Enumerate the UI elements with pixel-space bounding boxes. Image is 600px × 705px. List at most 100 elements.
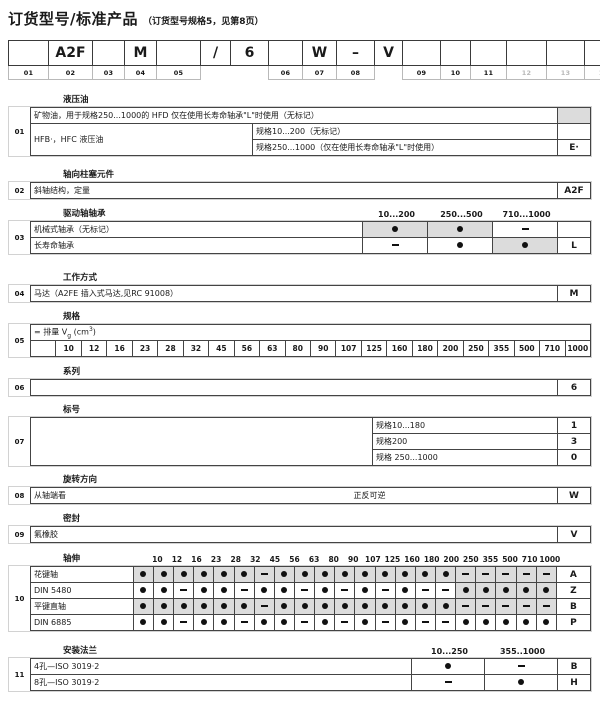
dash-icon	[421, 621, 429, 623]
code-cell-02[interactable]: A2F	[48, 40, 93, 66]
code-cell-06[interactable]: 6	[230, 40, 269, 66]
dot-icon	[402, 587, 409, 593]
bearing-mark-1-1	[427, 237, 493, 254]
series-code[interactable]: 6	[557, 379, 591, 396]
code-cell-03[interactable]	[92, 40, 125, 66]
displacement-size-1000[interactable]: 1000	[564, 340, 592, 357]
section-10-number: 10	[14, 594, 25, 603]
code-cell-11[interactable]	[440, 40, 471, 66]
shaft-col-200: 200	[443, 555, 460, 564]
bearing-code-1[interactable]: L	[557, 237, 591, 254]
unit-type-code[interactable]: A2F	[557, 182, 591, 199]
flange-code-1[interactable]: H	[557, 674, 591, 691]
displacement-size-160[interactable]: 160	[386, 340, 413, 357]
code-cell-05[interactable]	[156, 40, 201, 66]
seal-label: 氟橡胶	[30, 526, 558, 543]
table-row: 花键轴 A	[30, 566, 592, 583]
shaft-mark-0-12	[374, 566, 396, 583]
code-cell-13[interactable]	[506, 40, 547, 66]
shaft-code-2[interactable]: B	[555, 598, 592, 615]
shaft-code-1[interactable]: Z	[555, 582, 592, 599]
index-code-2[interactable]: 0	[557, 449, 591, 466]
displacement-size-250[interactable]: 250	[462, 340, 490, 357]
displacement-size-90[interactable]: 90	[309, 340, 337, 357]
shaft-code-3[interactable]: P	[555, 614, 592, 631]
index-code-0[interactable]: 1	[557, 417, 591, 434]
displacement-size-107[interactable]: 107	[335, 340, 362, 357]
shaft-col-16: 16	[191, 555, 202, 564]
code-cell-dash[interactable]: –	[336, 40, 375, 66]
shaft-col-10: 10	[152, 555, 163, 564]
shaft-mark-3-9	[314, 614, 336, 631]
dot-icon	[180, 571, 187, 577]
dot-icon	[220, 619, 227, 625]
section-03: 驱动轴轴承 10...200 250...500 710...1000 03 机…	[8, 208, 592, 255]
table-row: 规格 250...1000 0	[31, 449, 591, 466]
displacement-size-200[interactable]: 200	[437, 340, 464, 357]
displacement-size-180[interactable]: 180	[411, 340, 439, 357]
displacement-size-45[interactable]: 45	[208, 340, 235, 357]
displacement-size-355[interactable]: 355	[488, 340, 515, 357]
flange-code-0[interactable]: B	[557, 658, 591, 675]
dot-icon	[462, 619, 469, 625]
page-title: 订货型号/标准产品 （订货型号规格5，见第8页）	[8, 8, 264, 29]
code-cell-04[interactable]: M	[124, 40, 157, 66]
seal-code[interactable]: V	[557, 526, 591, 543]
displacement-note: = 排量 Vg (cm3)	[30, 324, 591, 341]
table-row: 机械式轴承（无标记）	[30, 221, 591, 238]
code-cell-14[interactable]	[546, 40, 585, 66]
code-cell-12[interactable]	[470, 40, 507, 66]
displacement-size-125[interactable]: 125	[360, 340, 388, 357]
displacement-size-10[interactable]: 10	[55, 340, 82, 357]
code-cell-slash[interactable]: /	[200, 40, 231, 66]
code-pos-02: 02	[48, 65, 93, 80]
section-08-number: 08	[14, 491, 25, 500]
displacement-values-row: 10 12 16 23 28 32 45 56 63 80 90 107 125 160 180 200 250…	[29, 340, 592, 357]
displacement-size-23[interactable]: 23	[131, 340, 159, 357]
displacement-size-710[interactable]: 710	[539, 340, 566, 357]
oil-code-1[interactable]	[557, 123, 591, 140]
operation-mode-code[interactable]: M	[557, 285, 591, 302]
oil-code-0[interactable]	[557, 107, 591, 124]
dash-icon	[542, 573, 550, 575]
table-row: 规格250...1000（仅在使用长寿命轴承"L"时使用） E·	[31, 139, 591, 156]
shaft-code-0[interactable]: A	[555, 566, 592, 583]
table-row: 规格10...180 1	[30, 417, 591, 466]
section-01-heading: 液压油	[63, 95, 89, 105]
displacement-size-28[interactable]: 28	[157, 340, 184, 357]
code-cell-10[interactable]	[402, 40, 441, 66]
section-08-table: 从轴端看 正反可逆 W	[30, 487, 591, 504]
code-cell-09[interactable]: V	[374, 40, 403, 66]
shaft-mark-1-5	[233, 582, 255, 599]
code-cell-15[interactable]	[584, 40, 600, 66]
code-cell-08[interactable]: W	[302, 40, 337, 66]
shaft-mark-1-1	[152, 582, 175, 599]
dot-icon	[200, 603, 207, 609]
displacement-size-32[interactable]: 32	[182, 340, 210, 357]
dash-icon	[341, 621, 349, 623]
displacement-size-16[interactable]: 16	[106, 340, 133, 357]
rotation-code[interactable]: W	[557, 487, 591, 504]
shaft-mark-1-17	[475, 582, 497, 599]
oil-code-2[interactable]: E·	[557, 139, 591, 156]
shaft-mark-2-14	[414, 598, 436, 615]
displacement-size-56[interactable]: 56	[233, 340, 261, 357]
flange-8-hole-label: 8孔—ISO 3019·2	[30, 674, 412, 691]
dot-icon	[200, 571, 207, 577]
dash-icon	[260, 573, 268, 575]
section-11-heading: 安装法兰	[63, 646, 98, 656]
section-03-table: 机械式轴承（无标记） 长寿命轴承 L	[30, 221, 591, 254]
table-row: 4孔—ISO 3019·2 B	[30, 658, 591, 675]
shaft-mark-2-12	[374, 598, 396, 615]
section-07-table: 规格10...180 1 规格200 3 规格 250...1000 0	[30, 417, 591, 466]
code-cell-07[interactable]	[268, 40, 303, 66]
index-code-1[interactable]: 3	[557, 433, 591, 450]
bearing-code-0[interactable]	[557, 221, 591, 238]
shaft-col-45: 45	[269, 555, 281, 564]
displacement-size-500[interactable]: 500	[513, 340, 541, 357]
displacement-size-63[interactable]: 63	[259, 340, 286, 357]
code-cell-01[interactable]	[8, 40, 49, 66]
displacement-size-12[interactable]: 12	[80, 340, 108, 357]
displacement-size-80[interactable]: 80	[284, 340, 311, 357]
shaft-col-80: 80	[328, 555, 339, 564]
